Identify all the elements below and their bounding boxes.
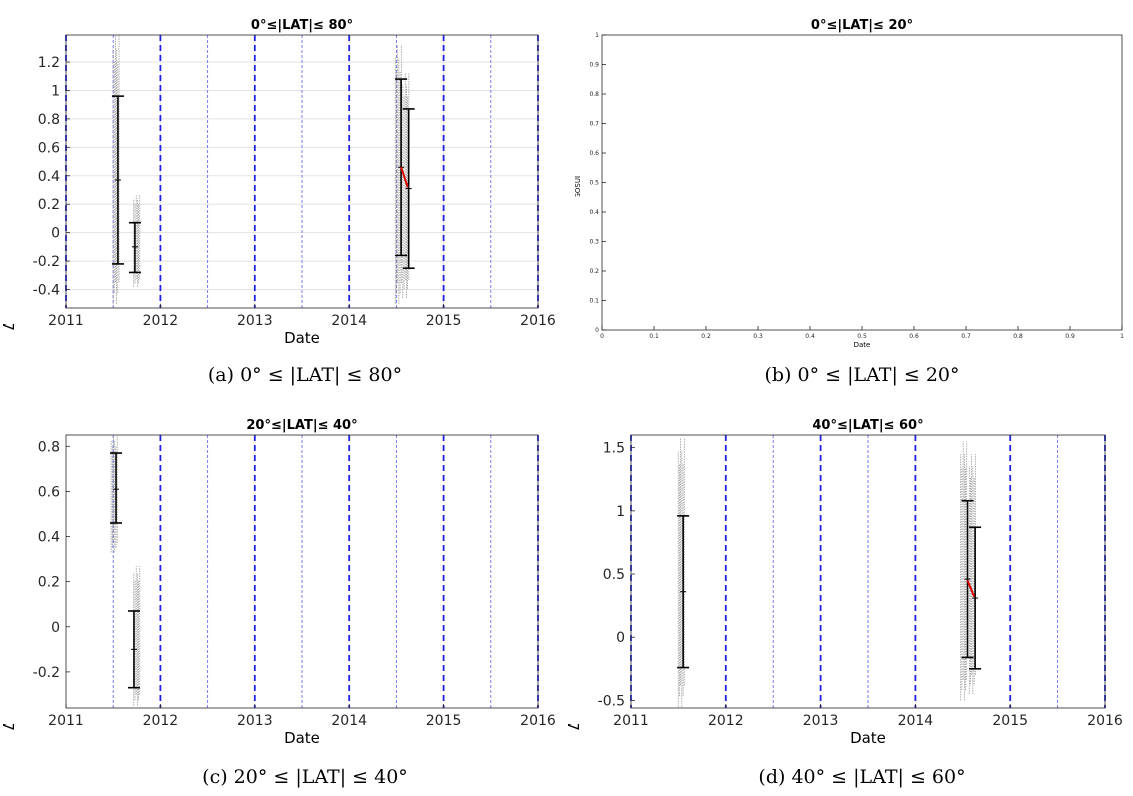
errorbar-0 [111,95,124,265]
x-tick-label-10: 1 [1120,333,1124,340]
errorbar-0 [677,515,690,669]
y-tick-label-3: 0.3 [589,239,599,246]
x-tick-label-0: 2011 [613,713,649,729]
x-tick-label-3: 0.3 [753,333,763,340]
x-tick-label-2: 2013 [803,713,839,729]
y-tick-label-0: -0.2 [33,665,60,681]
x-tick-label-3: 2014 [898,713,934,729]
y-tick-label-9: 0.9 [589,62,599,69]
axes-frame [630,434,1106,709]
panel-c: 2011 2012 2013 2014 2015 2016 -0.2 0 0.2 0.4 0.6 0.… [0,418,556,788]
x-tick-label-1: 2012 [143,713,179,729]
x-tick-label-7: 0.7 [961,333,971,340]
y-tick-label-5: 0.5 [589,180,599,187]
x-axis-label: Date [284,329,320,347]
x-tick-label-5: 2016 [1087,713,1123,729]
x-tick-label-6: 0.6 [909,333,919,340]
x-tick-label-1: 2012 [143,313,179,329]
y-tick-label-6: 0.6 [589,150,599,157]
y-tick-label-7: 1 [51,83,60,99]
x-tick-label-4: 2015 [426,713,462,729]
y-axis-label: Δ SSS (Sat-TSG-GOSUD-Research-vessel) [574,111,582,254]
scatter-cluster-1 [133,565,141,706]
errorbar-1 [128,221,141,274]
axes-frame [65,434,539,709]
y-tick-label-7: 0.7 [589,121,599,128]
y-tick-label-1: 0.1 [589,298,599,305]
y-tick-label-10: 1 [595,32,599,39]
x-axis-label: Date [850,729,886,747]
x-tick-label-5: 0.5 [857,333,867,340]
x-tick-label-0: 2011 [48,713,84,729]
panel-caption: (a) 0° ≤ |LAT| ≤ 80° [208,364,402,386]
x-tick-label-5: 2016 [520,713,556,729]
y-tick-label-3: 1 [616,504,625,520]
panel-d: 2011 2012 2013 2014 2015 2016 -0.5 0 0.5 1 1.5 40°≤… [565,418,1123,788]
y-tick-label-0: -0.4 [33,283,60,299]
errorbar-2 [969,526,982,670]
y-tick-label-0: 0 [595,327,599,334]
x-tick-label-3: 2014 [331,313,367,329]
x-tick-label-1: 2012 [708,713,744,729]
panel-caption: (d) 40° ≤ |LAT| ≤ 60° [758,766,965,788]
x-tick-label-0: 0 [600,333,604,340]
x-axis-label: Date [854,341,871,349]
y-tick-label-5: 0.6 [38,140,60,156]
x-tick-label-2: 2013 [237,313,273,329]
y-tick-label-2: 0.2 [38,575,60,591]
panel-caption: (c) 20° ≤ |LAT| ≤ 40° [202,766,408,788]
y-tick-label-4: 0.6 [38,484,60,500]
errorbar-0 [110,452,123,524]
x-tick-label-9: 0.9 [1065,333,1075,340]
panel-caption: (b) 0° ≤ |LAT| ≤ 20° [764,364,959,386]
y-tick-label-8: 1.2 [38,55,60,71]
x-tick-label-5: 2016 [520,313,556,329]
plot-area [602,35,1122,330]
y-tick-label-1: -0.2 [33,254,60,270]
panel-title: 0°≤|LAT|≤ 20° [811,18,913,33]
axes-frame [65,34,539,309]
panel-a: 2011 2012 2013 2014 2015 2016 -0.4 -0.2 0 0.2 0.4 0… [0,18,556,386]
errorbar-1 [127,610,140,689]
errorbar-3 [402,108,415,269]
x-tick-label-1: 0.1 [649,333,659,340]
x-tick-label-8: 0.8 [1013,333,1023,340]
y-tick-label-4: 0.4 [38,169,60,185]
x-tick-label-4: 0.4 [805,333,815,340]
trend-line [966,579,976,598]
errorbar-1 [961,499,974,659]
x-tick-label-0: 2011 [48,313,84,329]
panel-title: 40°≤|LAT|≤ 60° [812,418,923,433]
trend-line [400,166,409,188]
y-tick-label-0: -0.5 [598,693,625,709]
y-tick-label-1: 0 [51,620,60,636]
y-tick-label-4: 0.4 [589,209,599,216]
x-tick-label-4: 2015 [992,713,1028,729]
y-tick-label-2: 0 [51,226,60,242]
y-tick-label-8: 0.8 [589,91,599,98]
y-tick-label-3: 0.4 [38,530,60,546]
y-axis-label: Δ SSS (Sat-TSG-GOSUD-Research-vesse [565,433,583,730]
panel-b: 0 0.1 0.2 0.3 0.4 0.5 0.6 0.7 0.8 0.9 1 0 0.1 0.2 0.3 0… [574,18,1124,386]
y-tick-label-2: 0.2 [589,268,599,275]
y-axis-label: Δ SSS (Sat-TSG-GOSUD-Research-vesse [0,433,18,730]
y-tick-label-6: 0.8 [38,112,60,128]
x-tick-label-2: 2013 [237,713,273,729]
x-tick-label-2: 0.2 [701,333,711,340]
x-axis-label: Date [284,729,320,747]
y-tick-label-2: 0.5 [603,567,625,583]
panel-title: 0°≤|LAT|≤ 80° [251,18,353,33]
y-tick-label-3: 0.2 [38,197,60,213]
panel-title: 20°≤|LAT|≤ 40° [246,418,357,433]
y-tick-label-5: 0.8 [38,439,60,455]
x-tick-label-3: 2014 [331,713,367,729]
y-tick-label-1: 0 [616,630,625,646]
scatter-cluster-1 [133,194,141,287]
x-tick-label-4: 2015 [426,313,462,329]
y-tick-label-4: 1.5 [603,441,625,457]
y-axis-label: Δ SSS (Sat-TSG-GOSUD-Research-vesse [0,33,18,330]
